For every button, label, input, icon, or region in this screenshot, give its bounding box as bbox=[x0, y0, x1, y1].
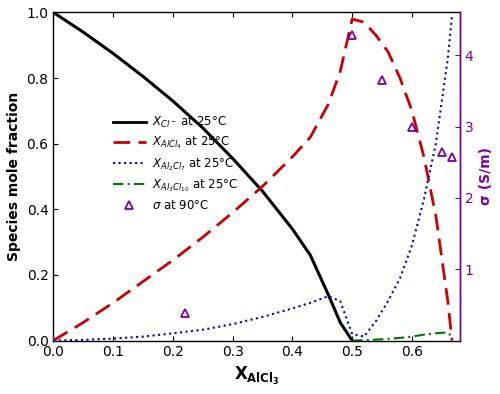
Y-axis label: σ (S/m): σ (S/m) bbox=[479, 147, 493, 206]
X-axis label: $\mathbf{X_{AlCl_3}}$: $\mathbf{X_{AlCl_3}}$ bbox=[234, 365, 280, 387]
Legend: $X_{Cl^-}$ at 25°C, $X_{AlCl_4}$ at 25°C, $X_{Al_2Cl_7}$ at 25°C, $X_{Al_3Cl_{10: $X_{Cl^-}$ at 25°C, $X_{AlCl_4}$ at 25°C… bbox=[108, 110, 242, 216]
Y-axis label: Species mole fraction: Species mole fraction bbox=[7, 92, 21, 261]
